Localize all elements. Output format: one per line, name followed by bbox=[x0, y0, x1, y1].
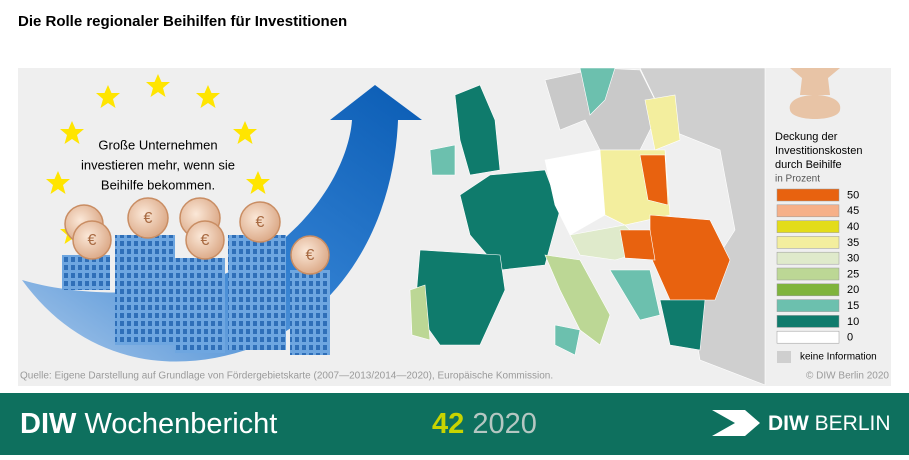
legend-swatch bbox=[776, 283, 840, 297]
copyright: © DIW Berlin 2020 bbox=[806, 371, 889, 382]
coin-symbol: € bbox=[144, 210, 153, 227]
legend-value: 30 bbox=[847, 253, 859, 265]
coin-symbol: € bbox=[256, 214, 265, 231]
legend-value: 25 bbox=[847, 268, 859, 280]
illustration-text: Große Unternehmen bbox=[98, 137, 217, 152]
coin-symbol: € bbox=[88, 232, 97, 249]
legend-swatch bbox=[776, 220, 840, 233]
no-info-swatch bbox=[777, 351, 791, 363]
legend-value: 0 bbox=[847, 332, 853, 344]
illustration-text: Beihilfe bekommen. bbox=[101, 177, 215, 192]
legend-swatch bbox=[776, 315, 840, 328]
no-info-label: keine Information bbox=[800, 352, 877, 363]
legend-swatch bbox=[776, 188, 840, 202]
legend-value: 35 bbox=[847, 237, 859, 249]
logo-text: BERLIN bbox=[815, 412, 891, 435]
footer-issue: 42 2020 bbox=[432, 408, 537, 440]
legend-title: Deckung der bbox=[775, 131, 838, 143]
logo-mark bbox=[712, 410, 760, 436]
legend-value: 45 bbox=[847, 205, 859, 217]
coin-symbol: € bbox=[201, 232, 210, 249]
legend-value: 40 bbox=[847, 221, 859, 233]
legend-value: 10 bbox=[847, 316, 859, 328]
legend-swatch bbox=[776, 267, 840, 281]
legend-title: durch Beihilfe bbox=[775, 159, 842, 171]
illustration-text: investieren mehr, wenn sie bbox=[81, 157, 235, 172]
brand: Wochenbericht bbox=[84, 408, 277, 440]
legend-value: 50 bbox=[847, 189, 859, 201]
title: Die Rolle regionaler Beihilfen für Inves… bbox=[18, 13, 347, 30]
footer-brand: DIW Wochenbericht bbox=[20, 408, 277, 440]
legend-unit: in Prozent bbox=[775, 174, 820, 185]
issue: 42 bbox=[432, 408, 464, 440]
legend-value: 15 bbox=[847, 300, 859, 312]
coin-symbol: € bbox=[306, 247, 315, 264]
brand-bold: DIW bbox=[20, 408, 77, 440]
legend: Deckung der Investitionskosten durch Bei… bbox=[775, 68, 877, 363]
source: Quelle: Eigene Darstellung auf Grundlage… bbox=[20, 371, 553, 382]
legend-swatch bbox=[776, 251, 840, 265]
legend-items: 50 45 40 35 30 25 20 15 10 0 bbox=[776, 188, 859, 344]
legend-value: 20 bbox=[847, 284, 859, 296]
year: 2020 bbox=[472, 408, 537, 440]
illustration: € € € € € Große Unternehmen investieren … bbox=[22, 74, 422, 362]
legend-swatch bbox=[776, 299, 840, 312]
legend-swatch bbox=[776, 330, 840, 344]
legend-title: Investitionskosten bbox=[775, 145, 862, 157]
logo: DIW BERLIN bbox=[768, 412, 891, 435]
logo-bold: DIW bbox=[768, 412, 809, 435]
legend-swatch bbox=[776, 236, 840, 249]
map bbox=[409, 67, 766, 386]
legend-swatch bbox=[776, 204, 840, 218]
